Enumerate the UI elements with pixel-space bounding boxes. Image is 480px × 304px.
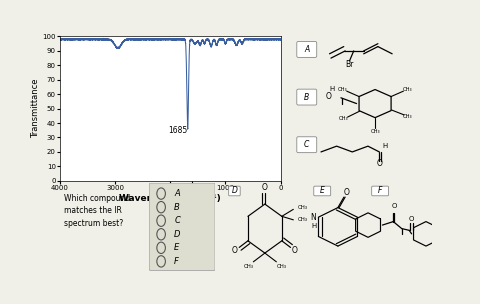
Text: B: B <box>174 203 180 212</box>
Text: O: O <box>262 182 268 192</box>
FancyBboxPatch shape <box>297 42 317 57</box>
FancyBboxPatch shape <box>297 89 317 105</box>
Text: CH₃: CH₃ <box>276 264 287 268</box>
Text: C: C <box>304 140 310 149</box>
Text: O: O <box>292 246 298 255</box>
FancyBboxPatch shape <box>314 186 331 196</box>
Text: CH₃: CH₃ <box>403 114 413 119</box>
Text: A: A <box>304 45 310 54</box>
Text: D: D <box>174 230 181 239</box>
Text: D: D <box>231 186 238 195</box>
Text: CH₃: CH₃ <box>370 129 380 134</box>
Text: O: O <box>343 188 349 197</box>
Text: CH₃: CH₃ <box>339 116 349 121</box>
Text: B: B <box>304 93 310 102</box>
FancyBboxPatch shape <box>372 186 389 196</box>
Text: O: O <box>409 216 414 222</box>
Text: A: A <box>174 189 180 198</box>
Text: CH₃: CH₃ <box>402 87 412 92</box>
Text: F: F <box>378 186 382 195</box>
Text: C: C <box>174 216 180 225</box>
FancyBboxPatch shape <box>149 183 215 271</box>
Text: O: O <box>391 203 396 209</box>
Text: 1685: 1685 <box>168 126 188 135</box>
Text: CH₃: CH₃ <box>298 217 308 222</box>
Text: N: N <box>311 213 316 222</box>
Text: Which compound
matches the IR
spectrum best?: Which compound matches the IR spectrum b… <box>64 194 131 228</box>
Text: O: O <box>376 159 382 168</box>
Text: F: F <box>174 257 179 266</box>
Text: CH₃: CH₃ <box>243 264 253 268</box>
Text: H: H <box>330 86 335 92</box>
Text: E: E <box>174 243 180 252</box>
FancyBboxPatch shape <box>297 137 317 153</box>
Text: O: O <box>326 92 332 101</box>
Text: O: O <box>232 246 238 255</box>
Text: E: E <box>320 186 324 195</box>
X-axis label: Wavenumber (cm⁻¹): Wavenumber (cm⁻¹) <box>120 194 221 203</box>
Text: H: H <box>382 143 387 149</box>
Text: H: H <box>311 223 316 229</box>
Text: Br: Br <box>345 60 354 69</box>
Y-axis label: Transmittance: Transmittance <box>31 79 39 138</box>
Text: CH₃: CH₃ <box>298 205 308 210</box>
FancyBboxPatch shape <box>228 186 240 196</box>
Text: CH₃: CH₃ <box>338 87 348 92</box>
